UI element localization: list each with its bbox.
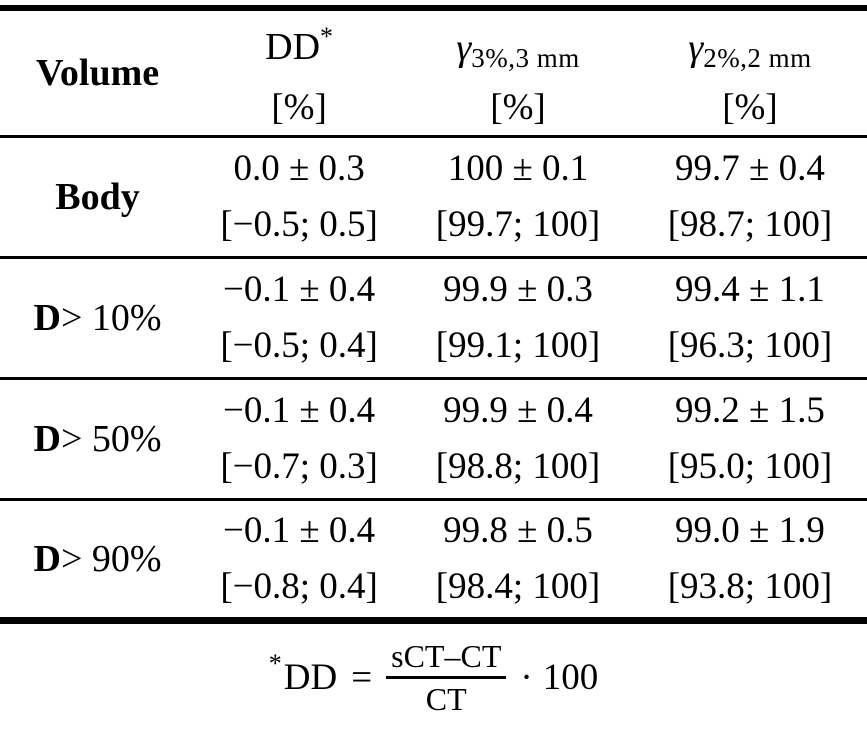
table-body: Body 0.0 ± 0.3 [−0.5; 0.5] 100 ± 0.1 [99… [0, 137, 867, 621]
mean-value: 0.0 ± 0.3 [233, 148, 365, 189]
gamma-symbol: γ [688, 26, 704, 69]
table-row-d10: D> 10% −0.1 ± 0.4 [−0.5; 0.4] 99.9 ± 0.3… [0, 258, 867, 379]
cell-gamma3: 99.8 ± 0.5 [98.4; 100] [403, 500, 633, 621]
dd-footnote-marker: * [320, 21, 334, 51]
mean-value: −0.1 ± 0.4 [223, 510, 376, 551]
cell-dd: 0.0 ± 0.3 [−0.5; 0.5] [195, 137, 403, 258]
dd-label: DD [265, 26, 321, 68]
row-label: D> 10% [33, 297, 162, 339]
row-label: D> 50% [33, 418, 162, 460]
cell-dd: −0.1 ± 0.4 [−0.8; 0.4] [195, 500, 403, 621]
row-label: Body [55, 176, 140, 218]
mean-value: 99.9 ± 0.4 [443, 390, 593, 431]
dd-unit: [%] [271, 87, 327, 128]
multiplication-dot: · [520, 656, 533, 698]
footnote-dd: DD [283, 656, 338, 698]
cell-gamma3: 100 ± 0.1 [99.7; 100] [403, 137, 633, 258]
gamma2-header-line: γ2%,2 mm [633, 12, 867, 81]
header-cell-gamma2: γ2%,2 mm [%] [633, 8, 867, 137]
cell-gamma2: 99.7 ± 0.4 [98.7; 100] [633, 137, 867, 258]
equals-sign: = [351, 656, 373, 698]
table-row-body: Body 0.0 ± 0.3 [−0.5; 0.5] 100 ± 0.1 [99… [0, 137, 867, 258]
gamma3-unit: [%] [490, 86, 546, 128]
dd-definition-footnote: * DD = sCT–CT CT · 100 [0, 632, 867, 722]
gamma2-unit: [%] [722, 86, 778, 128]
fraction: sCT–CT CT [386, 637, 507, 718]
header-cell-volume: Volume [0, 8, 195, 137]
fraction-denominator: CT [425, 680, 467, 717]
mean-value: 99.7 ± 0.4 [675, 148, 825, 189]
range-value: [93.8; 100] [667, 566, 833, 607]
mean-value: 99.2 ± 1.5 [675, 390, 825, 431]
header-cell-dd: DD* [%] [195, 8, 403, 137]
range-value: [−0.5; 0.5] [220, 204, 378, 245]
header-row: Volume DD* [%] γ3%,3 mm [%] γ2%,2 mm [%] [0, 8, 867, 137]
gamma3-header-line: γ3%,3 mm [403, 12, 633, 81]
cell-dd: −0.1 ± 0.4 [−0.5; 0.4] [195, 258, 403, 379]
cell-dd: −0.1 ± 0.4 [−0.7; 0.3] [195, 379, 403, 500]
mean-value: 99.4 ± 1.1 [675, 269, 825, 310]
gamma3-criteria-subscript: 3%,3 mm [471, 43, 580, 74]
range-value: [−0.8; 0.4] [220, 566, 378, 607]
gamma-symbol: γ [456, 26, 472, 69]
cell-gamma3: 99.9 ± 0.4 [98.8; 100] [403, 379, 633, 500]
dd-header-line: DD* [195, 11, 403, 81]
mean-value: 99.8 ± 0.5 [443, 510, 593, 551]
mean-value: −0.1 ± 0.4 [223, 390, 376, 431]
range-value: [99.1; 100] [435, 325, 601, 366]
mean-value: 99.9 ± 0.3 [443, 269, 593, 310]
range-value: [98.8; 100] [435, 446, 601, 487]
mean-value: 99.0 ± 1.9 [675, 510, 825, 551]
results-table: Volume DD* [%] γ3%,3 mm [%] γ2%,2 mm [%]… [0, 5, 867, 624]
header-cell-gamma3: γ3%,3 mm [%] [403, 8, 633, 137]
range-value: [−0.7; 0.3] [220, 446, 378, 487]
range-value: [98.4; 100] [435, 566, 601, 607]
footnote-marker: * [268, 649, 282, 678]
cell-gamma3: 99.9 ± 0.3 [99.1; 100] [403, 258, 633, 379]
range-value: [95.0; 100] [667, 446, 833, 487]
fraction-numerator: sCT–CT [386, 637, 507, 679]
table-header: Volume DD* [%] γ3%,3 mm [%] γ2%,2 mm [%] [0, 8, 867, 137]
header-volume-label: Volume [35, 52, 160, 94]
cell-gamma2: 99.4 ± 1.1 [96.3; 100] [633, 258, 867, 379]
range-value: [96.3; 100] [667, 325, 833, 366]
range-value: [−0.5; 0.4] [220, 325, 378, 366]
cell-gamma2: 99.0 ± 1.9 [93.8; 100] [633, 500, 867, 621]
mean-value: −0.1 ± 0.4 [223, 269, 376, 310]
footnote-factor: 100 [542, 656, 599, 698]
table-row-d50: D> 50% −0.1 ± 0.4 [−0.7; 0.3] 99.9 ± 0.4… [0, 379, 867, 500]
range-value: [99.7; 100] [435, 204, 601, 245]
cell-gamma2: 99.2 ± 1.5 [95.0; 100] [633, 379, 867, 500]
range-value: [98.7; 100] [667, 204, 833, 245]
mean-value: 100 ± 0.1 [447, 148, 589, 189]
row-label: D> 90% [33, 538, 162, 580]
table-row-d90: D> 90% −0.1 ± 0.4 [−0.8; 0.4] 99.8 ± 0.5… [0, 500, 867, 621]
gamma2-criteria-subscript: 2%,2 mm [703, 43, 812, 74]
